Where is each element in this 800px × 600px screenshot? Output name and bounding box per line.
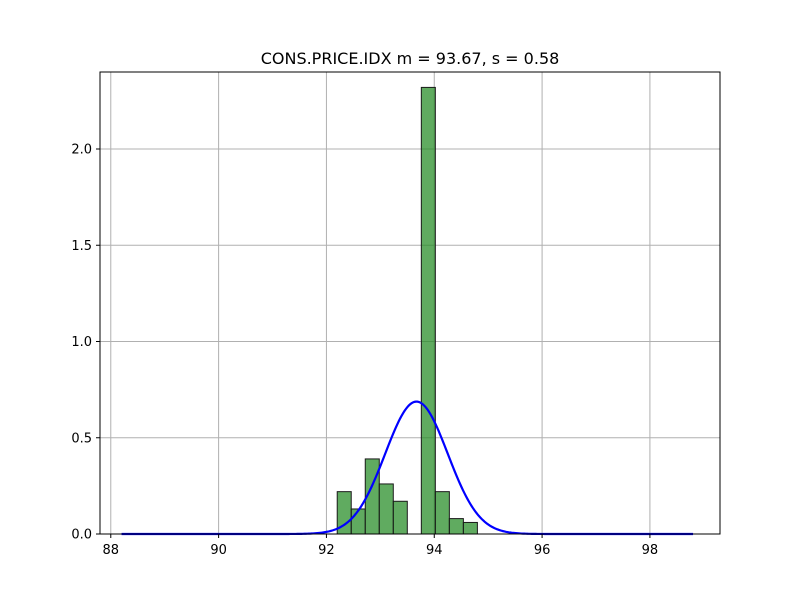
histogram-bar <box>392 500 408 535</box>
plot-frame <box>99 71 721 535</box>
histogram-bar <box>448 518 464 535</box>
x-tick-label: 98 <box>642 543 659 558</box>
chart-title: CONS.PRICE.IDX m = 93.67, s = 0.58 <box>261 49 560 68</box>
y-tick-label: 1.0 <box>71 335 92 350</box>
grid-lines <box>100 72 720 535</box>
y-tick-label: 0.0 <box>71 528 92 543</box>
x-tick-label: 94 <box>426 543 443 558</box>
histogram-bar <box>462 521 478 535</box>
histogram-bar <box>434 491 450 535</box>
x-tick-label: 88 <box>103 543 120 558</box>
y-tick-label: 2.0 <box>71 143 92 158</box>
x-tick-label: 92 <box>318 543 335 558</box>
histogram-bar <box>350 508 366 535</box>
y-axis: 0.0 0.5 1.0 1.5 2.0 <box>71 143 100 543</box>
x-tick-label: 90 <box>210 543 227 558</box>
histogram-bar <box>378 483 394 535</box>
x-tick-label: 96 <box>534 543 551 558</box>
x-axis: 88 90 92 94 96 98 <box>103 534 659 558</box>
y-tick-label: 1.5 <box>71 239 92 254</box>
histogram-bar <box>420 86 436 535</box>
y-tick-label: 0.5 <box>71 431 92 446</box>
